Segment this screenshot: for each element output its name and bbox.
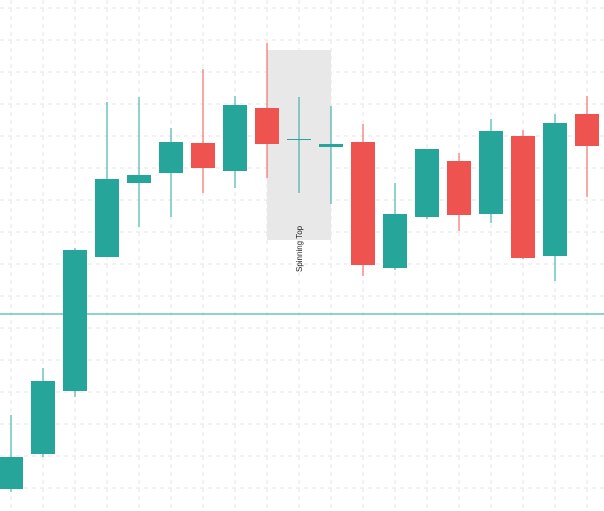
candle-body <box>127 175 151 183</box>
candle-body <box>511 136 535 258</box>
candle-body <box>0 457 23 489</box>
candle-body <box>479 131 503 214</box>
candle-body <box>95 179 119 257</box>
candle-body <box>383 214 407 268</box>
candle-body <box>319 144 343 147</box>
candle-body <box>255 108 279 144</box>
candle-body <box>31 381 55 454</box>
annotation-label: Spinning Top <box>295 225 304 272</box>
candle-body <box>447 161 471 215</box>
candle-body <box>351 142 375 265</box>
candle-body <box>63 250 87 391</box>
candle-body <box>415 149 439 217</box>
candle-body <box>159 142 183 173</box>
candle-body <box>575 114 599 146</box>
candle-body <box>287 139 311 140</box>
candle-body <box>543 123 567 256</box>
candle-body <box>191 143 215 168</box>
candle-body <box>223 105 247 171</box>
